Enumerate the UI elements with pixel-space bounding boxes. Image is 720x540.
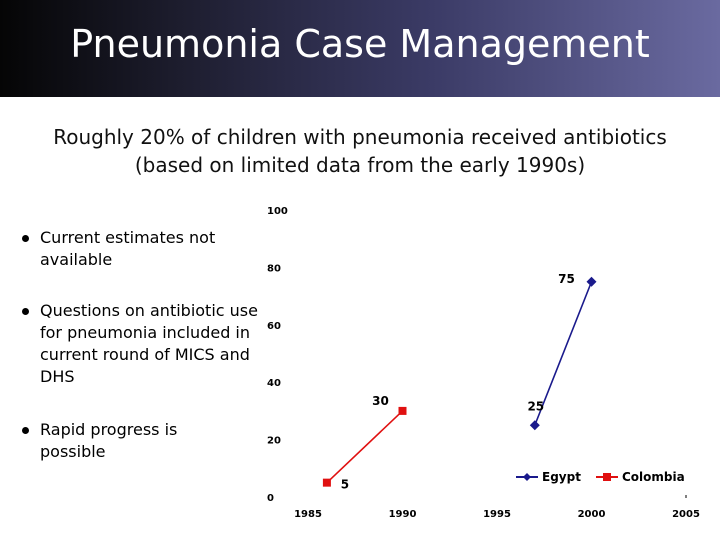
data-point-colombia xyxy=(322,478,331,487)
subtitle-line-1: Roughly 20% of children with pneumonia r… xyxy=(53,125,667,149)
data-label: 5 xyxy=(341,478,349,492)
bullet-text: Questions on antibiotic use for pneumoni… xyxy=(40,301,258,386)
y-tick-label: 40 xyxy=(267,378,281,389)
series-line-egypt xyxy=(534,281,593,426)
bullet-text: Rapid progress is possible xyxy=(40,420,178,461)
data-point-colombia xyxy=(398,406,407,415)
legend-label: Egypt xyxy=(542,470,581,484)
bullet-item: Current estimates not available xyxy=(22,227,240,271)
data-label: 25 xyxy=(527,399,544,413)
legend-marker-egypt xyxy=(523,473,531,481)
bullet-item: Questions on antibiotic use for pneumoni… xyxy=(22,300,275,388)
data-point-egypt xyxy=(586,276,597,287)
x-tick-label: 1985 xyxy=(294,509,322,520)
bullet-dot-icon xyxy=(22,427,29,434)
x-tick-label: 1995 xyxy=(483,509,511,520)
legend-marker-colombia xyxy=(603,473,611,481)
bullet-dot-icon xyxy=(22,308,29,315)
slide-subtitle: Roughly 20% of children with pneumonia r… xyxy=(10,123,710,179)
x-tick-label: 2005 xyxy=(672,509,700,520)
y-tick-label: 100 xyxy=(267,206,288,217)
x-tick-label: 1990 xyxy=(389,509,417,520)
y-tick-label: 20 xyxy=(267,436,281,447)
bullet-item: Rapid progress is possible xyxy=(22,419,230,463)
data-label: 30 xyxy=(372,394,389,408)
bullet-dot-icon xyxy=(22,235,29,242)
y-tick-label: 0 xyxy=(267,493,274,504)
x-tick-label: 2000 xyxy=(578,509,606,520)
bullet-text: Current estimates not available xyxy=(40,228,216,269)
y-tick-label: 80 xyxy=(267,263,281,274)
y-tick-label: 60 xyxy=(267,321,281,332)
series-line-colombia xyxy=(326,410,404,484)
subtitle-line-2: (based on limited data from the early 19… xyxy=(134,153,586,177)
legend-label: Colombia xyxy=(622,470,685,484)
data-point-egypt xyxy=(529,420,540,431)
data-label: 75 xyxy=(558,272,575,286)
title-bar: Pneumonia Case Management xyxy=(0,0,720,97)
slide-title: Pneumonia Case Management xyxy=(70,22,650,66)
line-chart: 0 20 40 60 80 100 1985 1990 1995 2000 2005 25 75 5 30 E… xyxy=(267,206,700,520)
